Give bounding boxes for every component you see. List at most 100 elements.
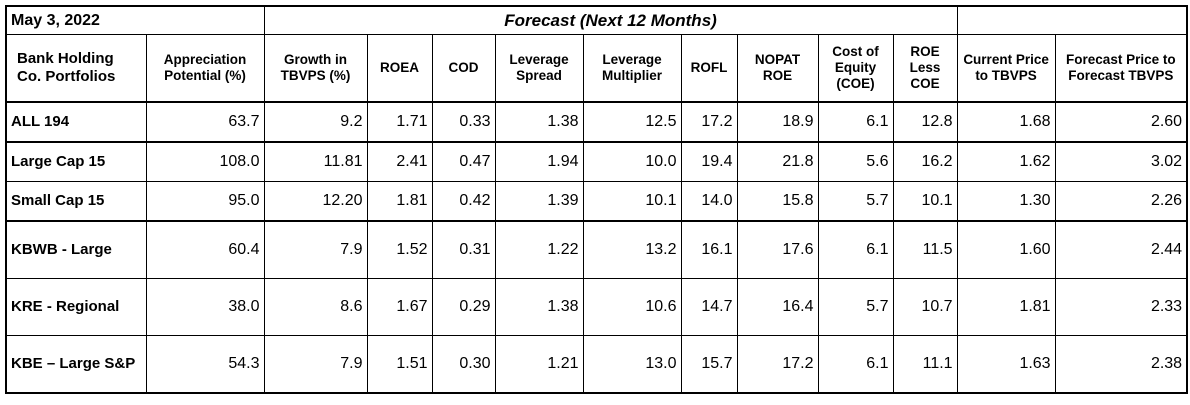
cell-nopat-roe: 16.4 (736, 278, 819, 336)
cell-leverage-spread: 1.38 (494, 101, 584, 143)
cell-cod: 0.42 (431, 181, 496, 222)
cell-forecast-price: 2.44 (1054, 220, 1188, 279)
cell-cod: 0.30 (431, 335, 496, 394)
cell-cost-of-equity: 6.1 (817, 101, 894, 143)
cell-rofl: 14.0 (680, 181, 738, 222)
cell-growth: 8.6 (263, 278, 368, 336)
cell-leverage-spread: 1.39 (494, 181, 584, 222)
table-row: Small Cap 15 95.0 12.20 1.81 0.42 1.39 1… (5, 181, 1188, 222)
cell-roe-less-coe: 10.1 (892, 181, 958, 222)
cell-price-to-tbvps: 1.63 (956, 335, 1056, 394)
cell-roea: 1.81 (366, 181, 433, 222)
cell-appreciation: 95.0 (145, 181, 265, 222)
title-row: May 3, 2022 Forecast (Next 12 Months) (5, 5, 1188, 35)
header-row: Bank Holding Co. Portfolios Appreciation… (5, 34, 1188, 103)
cell-roea: 1.67 (366, 278, 433, 336)
cell-growth: 9.2 (263, 101, 368, 143)
cell-forecast-price: 2.26 (1054, 181, 1188, 222)
header-rofl: ROFL (680, 34, 738, 103)
cell-roe-less-coe: 11.1 (892, 335, 958, 394)
cell-leverage-spread: 1.38 (494, 278, 584, 336)
forecast-title: Forecast (Next 12 Months) (263, 5, 958, 35)
cell-leverage-multiplier: 12.5 (582, 101, 682, 143)
cell-leverage-multiplier: 10.0 (582, 141, 682, 182)
header-roe-less-coe: ROE Less COE (892, 34, 958, 103)
cell-price-to-tbvps: 1.62 (956, 141, 1056, 182)
cell-cost-of-equity: 6.1 (817, 220, 894, 279)
table-row: Large Cap 15 108.0 11.81 2.41 0.47 1.94 … (5, 141, 1188, 182)
cell-forecast-price: 3.02 (1054, 141, 1188, 182)
cell-roea: 1.71 (366, 101, 433, 143)
table-row: KBE – Large S&P 54.3 7.9 1.51 0.30 1.21 … (5, 335, 1188, 394)
cell-cod: 0.33 (431, 101, 496, 143)
cell-forecast-price: 2.38 (1054, 335, 1188, 394)
cell-roea: 1.51 (366, 335, 433, 394)
header-cod: COD (431, 34, 496, 103)
cell-leverage-spread: 1.21 (494, 335, 584, 394)
cell-appreciation: 108.0 (145, 141, 265, 182)
cell-rofl: 19.4 (680, 141, 738, 182)
cell-nopat-roe: 21.8 (736, 141, 819, 182)
cell-leverage-spread: 1.22 (494, 220, 584, 279)
cell-leverage-multiplier: 10.1 (582, 181, 682, 222)
cell-appreciation: 63.7 (145, 101, 265, 143)
cell-cod: 0.47 (431, 141, 496, 182)
cell-growth: 7.9 (263, 220, 368, 279)
header-roea: ROEA (366, 34, 433, 103)
cell-forecast-price: 2.33 (1054, 278, 1188, 336)
table-row: KRE - Regional 38.0 8.6 1.67 0.29 1.38 1… (5, 278, 1188, 336)
cell-leverage-multiplier: 10.6 (582, 278, 682, 336)
title-blank-cell (956, 5, 1188, 35)
row-label: Small Cap 15 (5, 181, 147, 222)
cell-roe-less-coe: 16.2 (892, 141, 958, 182)
cell-rofl: 14.7 (680, 278, 738, 336)
row-label: KBWB - Large (5, 220, 147, 279)
header-growth: Growth in TBVPS (%) (263, 34, 368, 103)
header-forecast-price: Forecast Price to Forecast TBVPS (1054, 34, 1188, 103)
cell-price-to-tbvps: 1.68 (956, 101, 1056, 143)
cell-cost-of-equity: 6.1 (817, 335, 894, 394)
cell-cod: 0.31 (431, 220, 496, 279)
cell-rofl: 16.1 (680, 220, 738, 279)
cell-price-to-tbvps: 1.60 (956, 220, 1056, 279)
table-row: ALL 194 63.7 9.2 1.71 0.33 1.38 12.5 17.… (5, 101, 1188, 143)
cell-roe-less-coe: 12.8 (892, 101, 958, 143)
header-leverage-multiplier: Leverage Multiplier (582, 34, 682, 103)
header-portfolio: Bank Holding Co. Portfolios (5, 34, 147, 103)
cell-leverage-multiplier: 13.0 (582, 335, 682, 394)
row-label: Large Cap 15 (5, 141, 147, 182)
cell-appreciation: 54.3 (145, 335, 265, 394)
cell-growth: 7.9 (263, 335, 368, 394)
cell-growth: 12.20 (263, 181, 368, 222)
header-cost-of-equity: Cost of Equity (COE) (817, 34, 894, 103)
cell-nopat-roe: 18.9 (736, 101, 819, 143)
portfolio-forecast-table: May 3, 2022 Forecast (Next 12 Months) Ba… (5, 5, 1189, 394)
cell-growth: 11.81 (263, 141, 368, 182)
header-nopat-roe: NOPAT ROE (736, 34, 819, 103)
cell-cod: 0.29 (431, 278, 496, 336)
cell-cost-of-equity: 5.7 (817, 181, 894, 222)
cell-nopat-roe: 15.8 (736, 181, 819, 222)
cell-rofl: 17.2 (680, 101, 738, 143)
header-leverage-spread: Leverage Spread (494, 34, 584, 103)
cell-cost-of-equity: 5.6 (817, 141, 894, 182)
report-date: May 3, 2022 (5, 5, 265, 35)
table-row: KBWB - Large 60.4 7.9 1.52 0.31 1.22 13.… (5, 220, 1188, 279)
cell-leverage-multiplier: 13.2 (582, 220, 682, 279)
header-appreciation: Appreciation Potential (%) (145, 34, 265, 103)
header-price-to-tbvps: Current Price to TBVPS (956, 34, 1056, 103)
cell-roea: 2.41 (366, 141, 433, 182)
cell-nopat-roe: 17.2 (736, 335, 819, 394)
cell-cost-of-equity: 5.7 (817, 278, 894, 336)
cell-leverage-spread: 1.94 (494, 141, 584, 182)
cell-roea: 1.52 (366, 220, 433, 279)
cell-roe-less-coe: 10.7 (892, 278, 958, 336)
cell-price-to-tbvps: 1.30 (956, 181, 1056, 222)
cell-appreciation: 38.0 (145, 278, 265, 336)
row-label: KRE - Regional (5, 278, 147, 336)
row-label: ALL 194 (5, 101, 147, 143)
cell-forecast-price: 2.60 (1054, 101, 1188, 143)
row-label: KBE – Large S&P (5, 335, 147, 394)
cell-appreciation: 60.4 (145, 220, 265, 279)
cell-roe-less-coe: 11.5 (892, 220, 958, 279)
